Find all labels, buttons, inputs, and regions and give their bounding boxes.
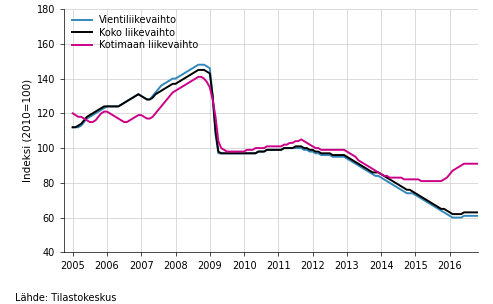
- Koko liikevaihto: [98, 106, 104, 110]
- Kotimaan liikevaihto: [478, 162, 484, 166]
- Legend: Vientiliikevaihto, Koko liikevaihto, Kotimaan liikevaihto: Vientiliikevaihto, Koko liikevaihto, Kot…: [70, 13, 201, 52]
- Koko liikevaihto: [70, 126, 75, 129]
- Kotimaan liikevaihto: [198, 75, 204, 79]
- Vientiliikevaihto: [130, 96, 136, 99]
- Vientiliikevaihto: [195, 63, 201, 67]
- Vientiliikevaihto: [450, 216, 456, 219]
- Text: Lähde: Tilastokeskus: Lähde: Tilastokeskus: [15, 293, 116, 303]
- Koko liikevaihto: [450, 212, 456, 216]
- Koko liikevaihto: [195, 68, 201, 72]
- Koko liikevaihto: [478, 211, 484, 214]
- Vientiliikevaihto: [98, 108, 104, 112]
- Kotimaan liikevaihto: [70, 112, 75, 115]
- Kotimaan liikevaihto: [364, 164, 370, 167]
- Koko liikevaihto: [130, 96, 136, 99]
- Line: Kotimaan liikevaihto: Kotimaan liikevaihto: [72, 77, 481, 181]
- Kotimaan liikevaihto: [401, 178, 407, 181]
- Vientiliikevaihto: [364, 169, 370, 172]
- Vientiliikevaihto: [478, 214, 484, 218]
- Kotimaan liikevaihto: [195, 75, 201, 79]
- Vientiliikevaihto: [401, 190, 407, 193]
- Line: Vientiliikevaihto: Vientiliikevaihto: [72, 65, 481, 218]
- Kotimaan liikevaihto: [418, 179, 424, 183]
- Koko liikevaihto: [364, 167, 370, 171]
- Kotimaan liikevaihto: [407, 178, 413, 181]
- Line: Koko liikevaihto: Koko liikevaihto: [72, 70, 481, 214]
- Kotimaan liikevaihto: [130, 117, 136, 120]
- Koko liikevaihto: [401, 186, 407, 190]
- Vientiliikevaihto: [70, 126, 75, 129]
- Koko liikevaihto: [407, 188, 413, 192]
- Vientiliikevaihto: [407, 192, 413, 195]
- Kotimaan liikevaihto: [98, 112, 104, 115]
- Vientiliikevaihto: [198, 63, 204, 67]
- Koko liikevaihto: [198, 68, 204, 72]
- Y-axis label: Indeksi (2010=100): Indeksi (2010=100): [22, 79, 33, 182]
